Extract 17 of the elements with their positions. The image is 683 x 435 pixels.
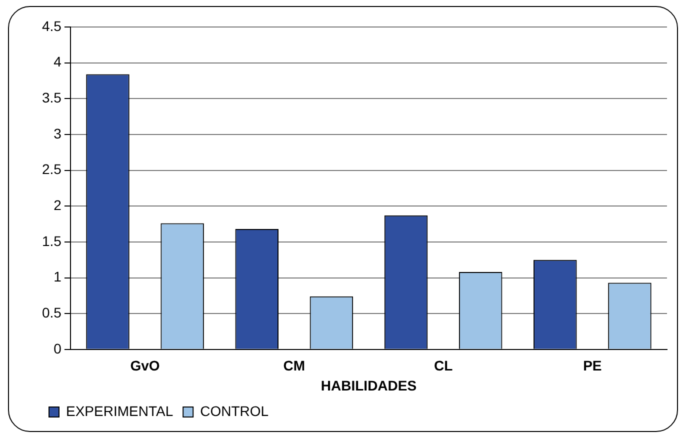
x-tick-label: GvO [130,358,160,374]
y-tick-label: 2 [54,196,62,213]
y-tick-label: 3 [54,125,62,142]
y-tick-label: 1.5 [42,232,62,249]
y-tick-label: 4 [54,54,62,70]
legend-label: EXPERIMENTAL [66,402,174,419]
x-tick-label: CM [283,358,306,374]
y-tick-label: 4.5 [42,18,62,34]
y-tick-label: 0 [54,340,62,356]
y-tick-label: 1 [54,268,62,285]
x-axis-title: HABILIDADES [320,377,417,394]
x-tick-label: CL [434,358,454,374]
x-tick-label: PE [583,358,602,374]
y-tick-label: 3.5 [42,90,62,106]
legend-label: CONTROL [200,402,269,419]
y-tick-label: 2.5 [42,161,62,178]
y-tick-label: 0.5 [42,304,62,320]
